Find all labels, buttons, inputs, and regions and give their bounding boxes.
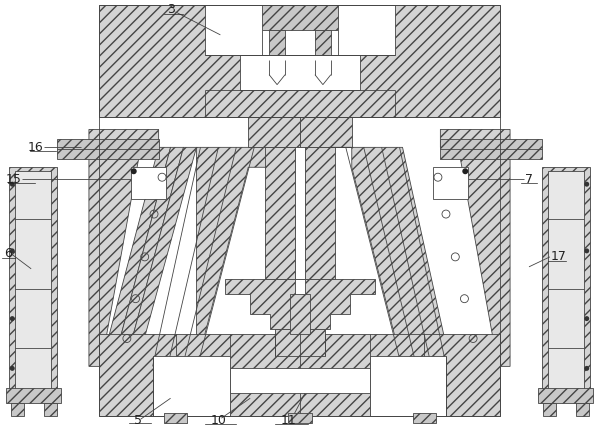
Circle shape xyxy=(584,182,589,187)
Circle shape xyxy=(10,316,15,321)
Polygon shape xyxy=(548,171,584,389)
Polygon shape xyxy=(434,167,468,199)
Polygon shape xyxy=(248,117,300,147)
Text: 16: 16 xyxy=(28,141,43,154)
Text: 17: 17 xyxy=(551,250,567,263)
Polygon shape xyxy=(153,147,270,366)
Text: 10: 10 xyxy=(210,413,226,427)
Circle shape xyxy=(10,182,15,187)
Polygon shape xyxy=(290,294,310,333)
Text: 5: 5 xyxy=(134,413,142,427)
Polygon shape xyxy=(7,388,61,403)
Polygon shape xyxy=(101,147,171,366)
Polygon shape xyxy=(240,55,360,89)
Polygon shape xyxy=(329,147,446,366)
Circle shape xyxy=(584,366,589,371)
Polygon shape xyxy=(576,403,589,416)
Polygon shape xyxy=(262,5,338,30)
Polygon shape xyxy=(538,388,592,403)
Polygon shape xyxy=(370,357,446,416)
Polygon shape xyxy=(295,147,305,279)
Polygon shape xyxy=(113,147,183,366)
Polygon shape xyxy=(542,167,590,393)
Polygon shape xyxy=(288,413,312,423)
Polygon shape xyxy=(300,117,352,147)
Polygon shape xyxy=(89,129,159,366)
Circle shape xyxy=(584,316,589,321)
Polygon shape xyxy=(275,329,325,357)
Polygon shape xyxy=(57,140,159,159)
Polygon shape xyxy=(153,357,230,416)
Polygon shape xyxy=(230,369,370,393)
Polygon shape xyxy=(225,279,374,329)
Polygon shape xyxy=(543,403,556,416)
Polygon shape xyxy=(9,167,57,393)
Polygon shape xyxy=(164,413,187,423)
Circle shape xyxy=(131,168,137,174)
Text: 7: 7 xyxy=(525,173,533,186)
Text: 11: 11 xyxy=(280,413,296,427)
Polygon shape xyxy=(269,30,285,60)
Polygon shape xyxy=(305,147,335,279)
Text: 15: 15 xyxy=(5,173,21,186)
Polygon shape xyxy=(315,30,331,60)
Polygon shape xyxy=(295,279,305,329)
Circle shape xyxy=(462,168,468,174)
Circle shape xyxy=(10,248,15,253)
Circle shape xyxy=(584,248,589,253)
Polygon shape xyxy=(15,171,51,389)
Polygon shape xyxy=(99,5,500,117)
Polygon shape xyxy=(413,413,437,423)
Polygon shape xyxy=(205,5,395,55)
Polygon shape xyxy=(125,147,196,366)
Text: 6: 6 xyxy=(4,247,12,260)
Polygon shape xyxy=(440,129,510,366)
Circle shape xyxy=(10,366,15,371)
Polygon shape xyxy=(131,167,165,199)
Polygon shape xyxy=(99,333,500,416)
Text: 3: 3 xyxy=(167,3,174,16)
Polygon shape xyxy=(44,403,57,416)
Polygon shape xyxy=(440,140,542,159)
Polygon shape xyxy=(11,403,24,416)
Polygon shape xyxy=(265,147,295,279)
